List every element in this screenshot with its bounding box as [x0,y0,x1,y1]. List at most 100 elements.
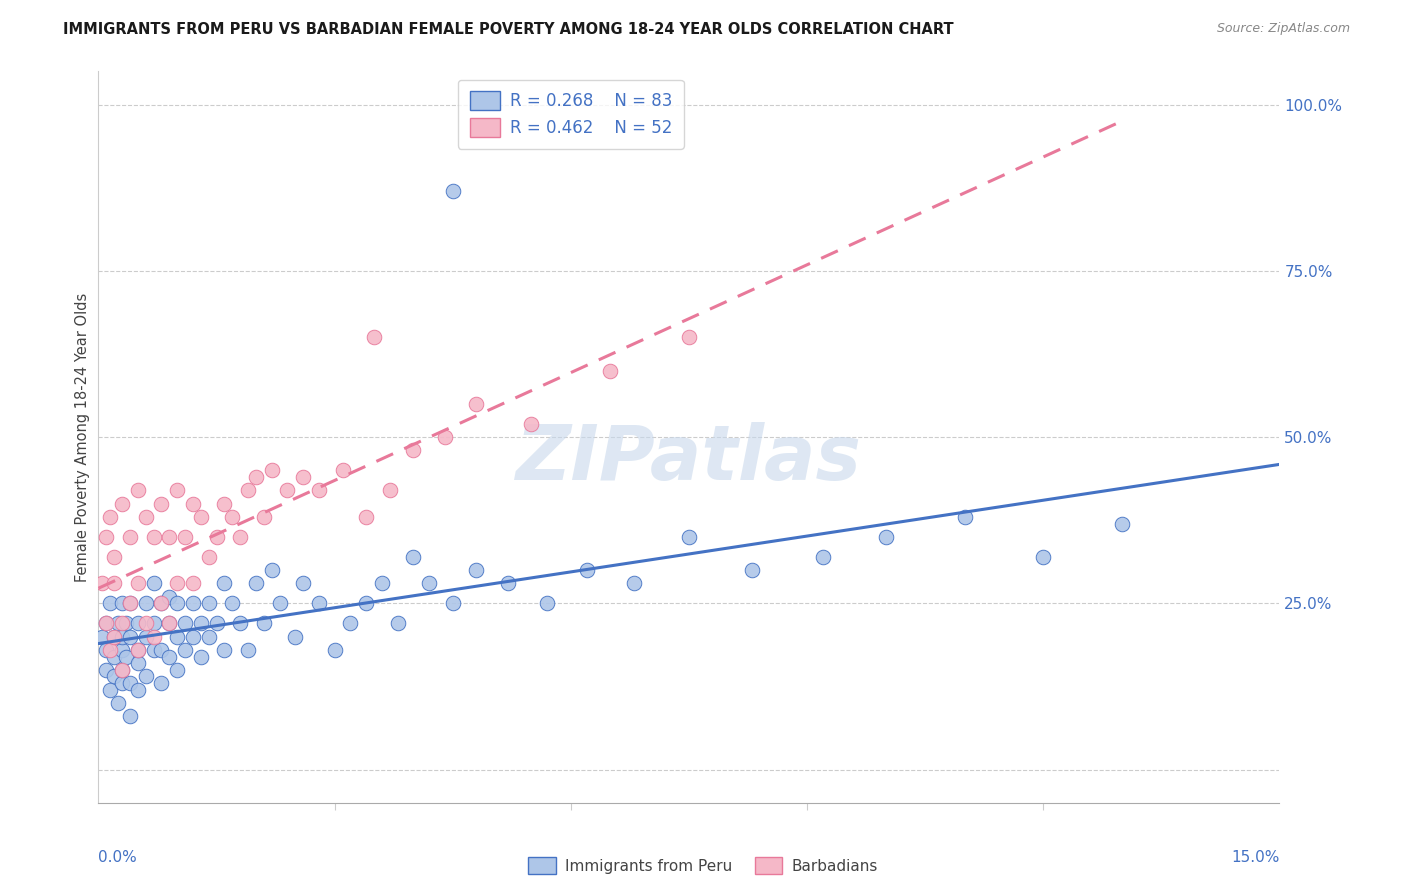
Point [91,630,114,644]
Point [127,483,149,498]
Point [363,330,385,344]
Point [103,630,125,644]
Point [441,184,464,198]
Point [953,509,976,524]
Point [229,530,252,544]
Point [98,596,121,610]
Point [214,643,236,657]
Point [107,616,129,631]
Point [166,596,188,610]
Point [127,616,149,631]
Point [875,530,897,544]
Point [260,563,283,577]
Point [260,463,283,477]
Point [520,417,543,431]
Point [221,596,243,610]
Point [205,616,228,631]
Point [1032,549,1054,564]
Point [433,430,456,444]
Legend: Immigrants from Peru, Barbadians: Immigrants from Peru, Barbadians [522,851,884,880]
Point [575,563,598,577]
Point [157,530,180,544]
Point [98,509,121,524]
Point [465,563,488,577]
Point [127,643,149,657]
Point [190,649,212,664]
Point [157,590,180,604]
Point [98,643,121,657]
Point [103,649,125,664]
Point [157,616,180,631]
Point [142,643,165,657]
Point [103,576,125,591]
Point [214,497,236,511]
Point [103,549,125,564]
Point [157,616,180,631]
Point [111,663,134,677]
Point [127,682,149,697]
Point [135,630,157,644]
Point [190,616,212,631]
Point [276,483,298,498]
Point [418,576,440,591]
Point [118,676,141,690]
Point [387,616,409,631]
Point [96,643,118,657]
Point [111,616,134,631]
Point [135,596,157,610]
Point [236,483,259,498]
Y-axis label: Female Poverty Among 18-24 Year Olds: Female Poverty Among 18-24 Year Olds [75,293,90,582]
Point [308,596,330,610]
Point [135,509,157,524]
Point [332,463,354,477]
Point [1111,516,1133,531]
Point [371,576,394,591]
Point [115,616,138,631]
Point [599,363,621,377]
Text: IMMIGRANTS FROM PERU VS BARBADIAN FEMALE POVERTY AMONG 18-24 YEAR OLDS CORRELATI: IMMIGRANTS FROM PERU VS BARBADIAN FEMALE… [63,22,953,37]
Point [127,643,149,657]
Point [496,576,519,591]
Point [135,669,157,683]
Point [811,549,834,564]
Text: Source: ZipAtlas.com: Source: ZipAtlas.com [1216,22,1350,36]
Point [354,509,377,524]
Point [135,616,157,631]
Point [174,643,197,657]
Point [253,509,276,524]
Point [166,483,188,498]
Point [118,630,141,644]
Point [339,616,361,631]
Point [150,676,173,690]
Point [465,397,488,411]
Point [190,509,212,524]
Point [150,497,173,511]
Point [253,616,276,631]
Point [197,630,219,644]
Point [245,470,267,484]
Point [197,549,219,564]
Point [181,497,204,511]
Point [150,596,173,610]
Point [96,530,118,544]
Point [181,576,204,591]
Point [236,643,259,657]
Point [118,596,141,610]
Point [142,576,165,591]
Point [292,576,315,591]
Point [96,616,118,631]
Point [245,576,267,591]
Point [323,643,346,657]
Point [166,630,188,644]
Point [441,596,464,610]
Point [354,596,377,610]
Point [214,576,236,591]
Text: 15.0%: 15.0% [1232,850,1279,865]
Point [91,576,114,591]
Point [205,530,228,544]
Point [157,649,180,664]
Point [402,549,425,564]
Point [229,616,252,631]
Point [142,630,165,644]
Point [115,649,138,664]
